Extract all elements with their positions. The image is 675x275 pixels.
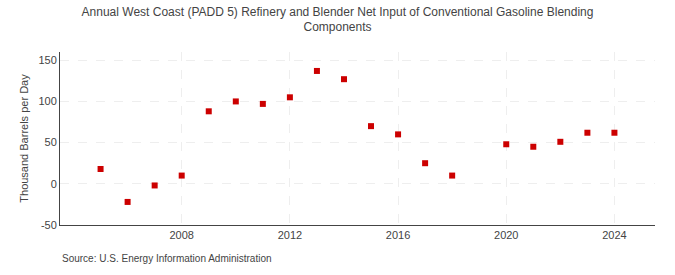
svg-text:50: 50 [45, 136, 57, 148]
svg-text:150: 150 [38, 54, 56, 66]
svg-text:2024: 2024 [602, 229, 626, 241]
svg-text:Annual West Coast (PADD 5) Ref: Annual West Coast (PADD 5) Refinery and … [82, 5, 594, 35]
svg-text:100: 100 [38, 95, 56, 107]
svg-text:2020: 2020 [494, 229, 518, 241]
svg-text:0: 0 [51, 178, 57, 190]
svg-text:Thousand Barrels per Day: Thousand Barrels per Day [18, 74, 30, 203]
svg-text:2012: 2012 [278, 229, 302, 241]
svg-text:-50: -50 [41, 219, 57, 231]
svg-text:Source: U.S. Energy Informatio: Source: U.S. Energy Information Administ… [62, 253, 272, 264]
svg-text:2016: 2016 [386, 229, 410, 241]
svg-text:2008: 2008 [169, 229, 193, 241]
